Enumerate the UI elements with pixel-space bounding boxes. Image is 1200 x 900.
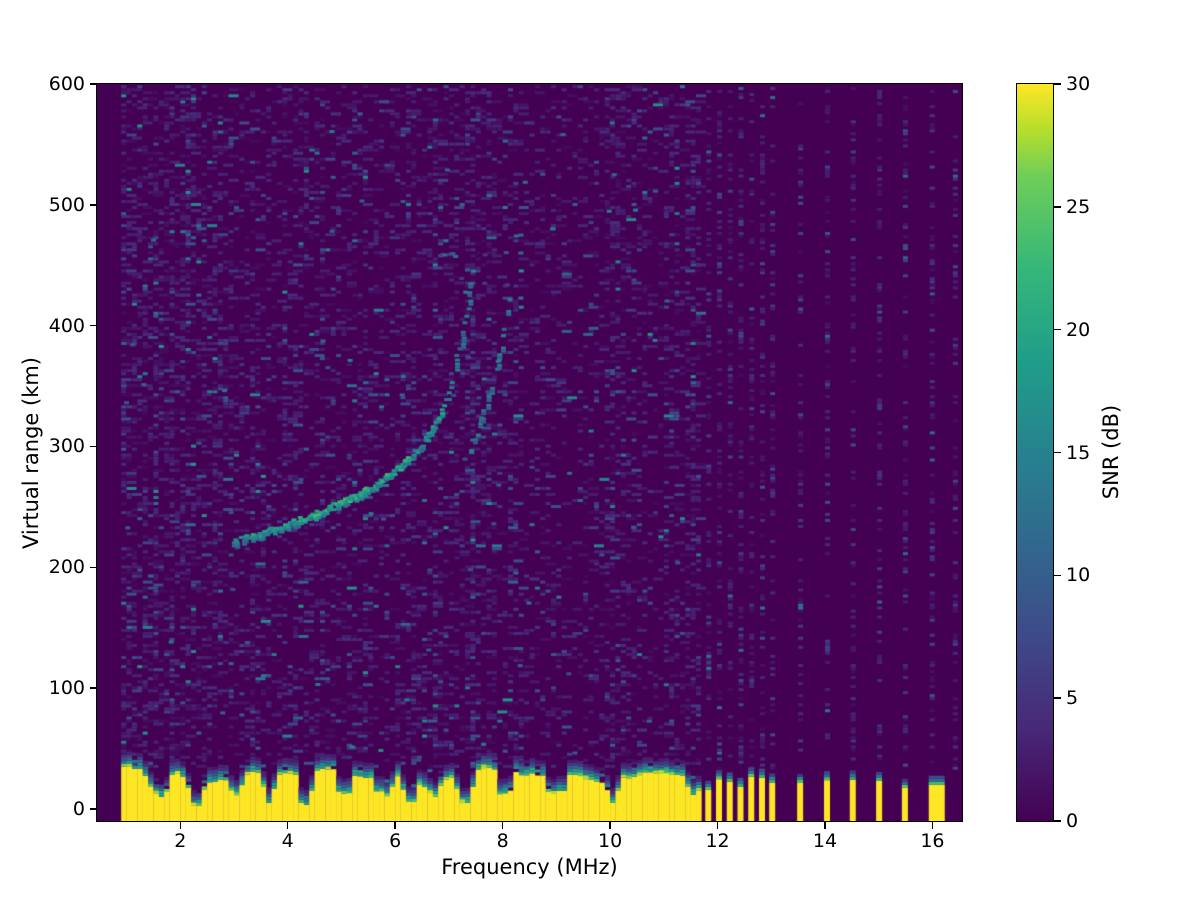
y-tick-label: 300: [48, 435, 85, 458]
y-tick-label: 400: [48, 314, 85, 337]
x-tick-mark: [501, 822, 504, 829]
colorbar-tick-mark: [1054, 328, 1061, 331]
y-tick-mark: [90, 566, 97, 569]
y-tick-mark: [90, 808, 97, 810]
colorbar-tick-mark: [1054, 206, 1061, 208]
colorbar-label: SNR (dB): [1099, 404, 1123, 500]
colorbar: [1015, 82, 1054, 822]
x-tick-mark: [609, 822, 611, 829]
y-tick-mark: [90, 204, 97, 206]
x-tick-label: 16: [920, 830, 945, 852]
y-tick-mark: [90, 445, 97, 448]
x-tick-label: 12: [705, 830, 730, 852]
y-tick-label: 600: [48, 73, 85, 95]
y-tick-label: 200: [48, 556, 85, 579]
x-tick-mark: [286, 822, 289, 829]
y-tick-mark: [90, 687, 97, 689]
x-tick-label: 4: [281, 830, 294, 852]
x-tick-mark: [716, 822, 719, 829]
y-tick-mark: [90, 83, 97, 85]
x-tick-mark: [824, 822, 826, 829]
x-tick-mark: [931, 822, 934, 829]
x-tick-label: 2: [174, 830, 187, 852]
plot-area: [95, 82, 963, 822]
x-tick-label: 8: [496, 830, 509, 852]
y-tick-label: 500: [48, 193, 85, 216]
heatmap-canvas: [96, 83, 962, 821]
colorbar-tick-label: 25: [1066, 195, 1091, 218]
x-axis-label: Frequency (MHz): [441, 855, 618, 879]
x-tick-label: 10: [597, 830, 623, 852]
x-tick-mark: [179, 822, 182, 829]
colorbar-tick-mark: [1054, 83, 1061, 85]
colorbar-tick-mark: [1054, 697, 1061, 699]
colorbar-tick-label: 15: [1066, 441, 1091, 464]
y-tick-label: 0: [72, 797, 85, 820]
colorbar-tick-label: 5: [1066, 687, 1079, 710]
colorbar-tick-mark: [1054, 574, 1061, 577]
colorbar-tick-label: 0: [1066, 810, 1079, 832]
x-tick-label: 14: [812, 830, 838, 852]
x-tick-label: 6: [389, 830, 402, 852]
y-tick-mark: [90, 324, 97, 327]
colorbar-tick-label: 10: [1066, 564, 1091, 587]
x-tick-mark: [394, 822, 396, 829]
y-tick-label: 100: [48, 677, 85, 700]
colorbar-tick-label: 30: [1066, 73, 1091, 95]
colorbar-tick-mark: [1054, 820, 1061, 822]
colorbar-tick-mark: [1054, 451, 1061, 454]
colorbar-tick-label: 20: [1066, 318, 1091, 341]
